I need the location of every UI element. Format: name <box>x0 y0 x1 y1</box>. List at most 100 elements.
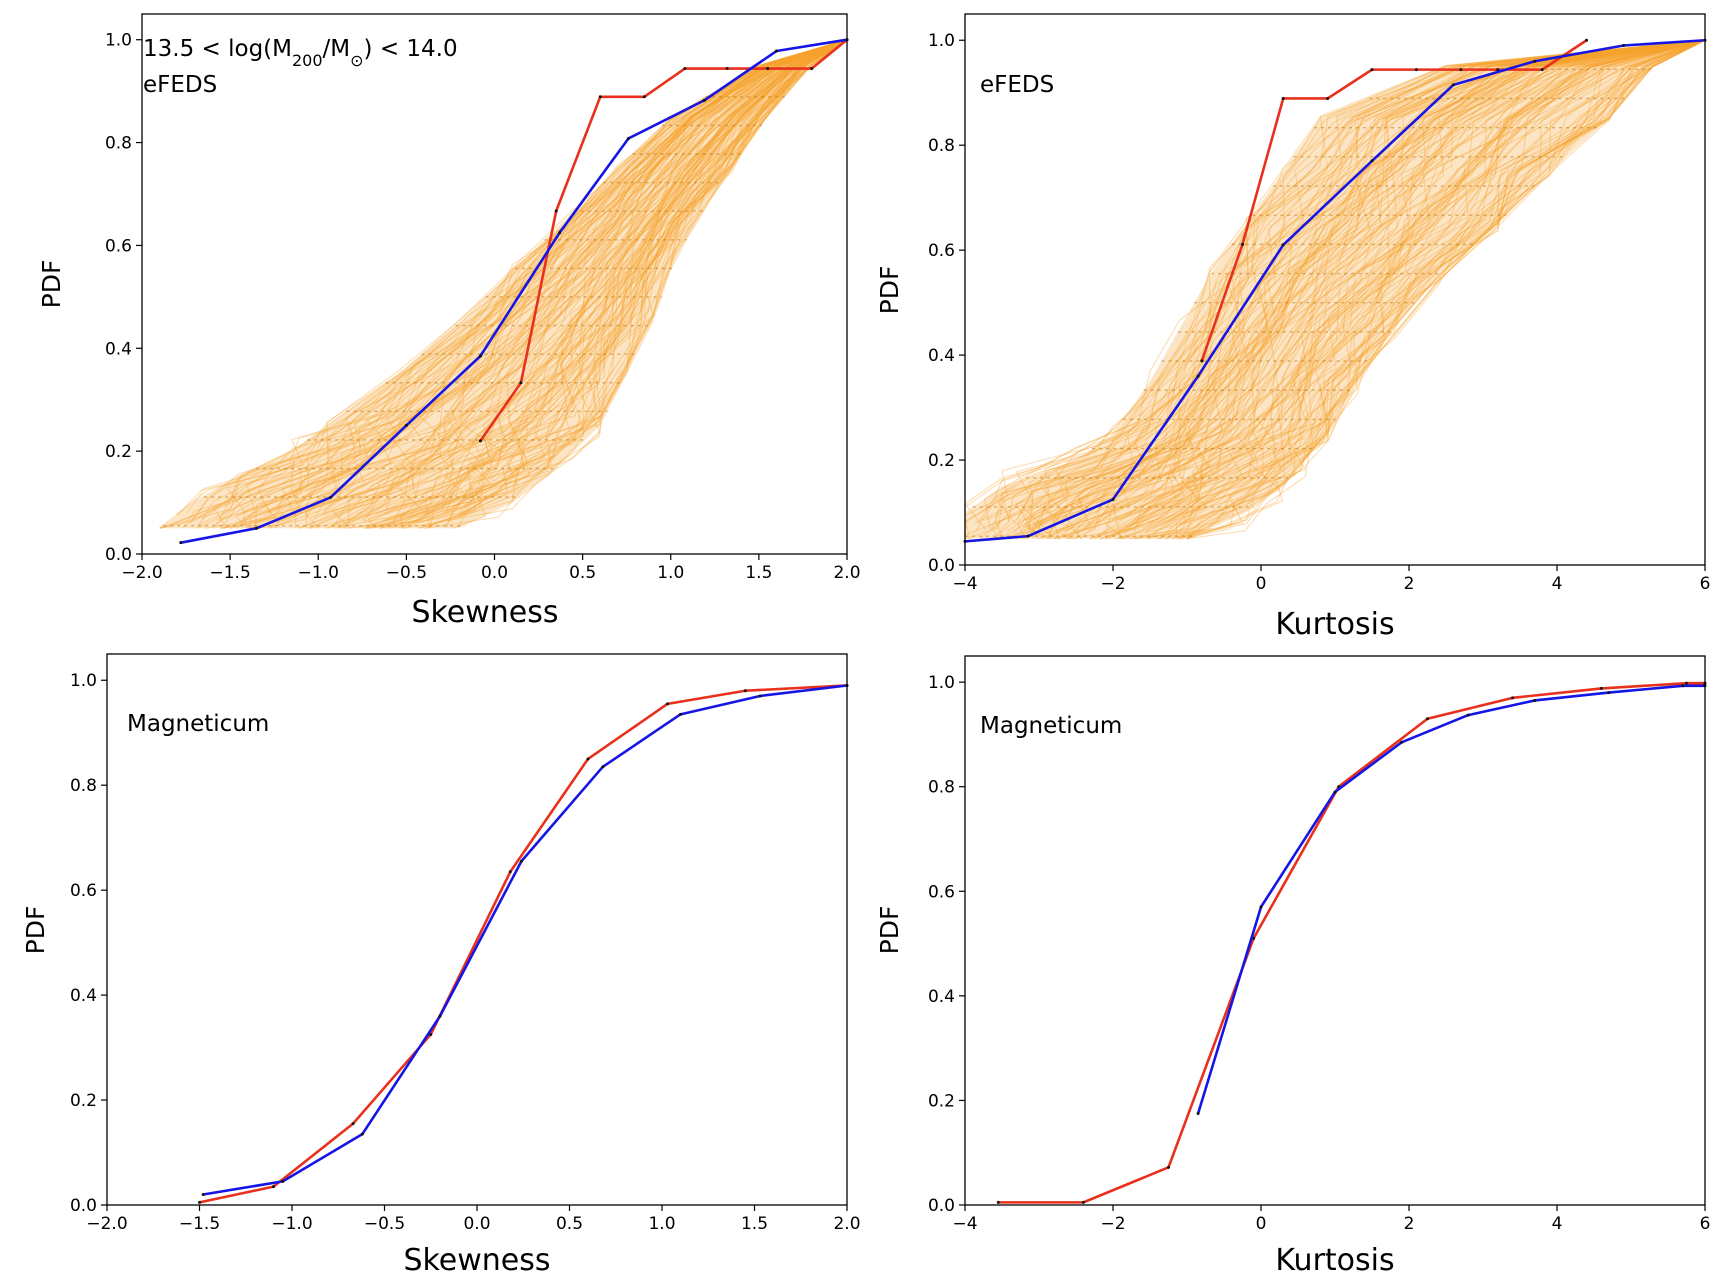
realization-curve <box>1117 39 1706 539</box>
realization-curve <box>390 39 848 529</box>
realization-curve <box>1153 39 1706 529</box>
realization-curve <box>966 39 1706 535</box>
realization-curve <box>1107 39 1706 540</box>
realization-curve <box>395 39 848 517</box>
observed-point <box>478 439 482 443</box>
realization-curve <box>273 39 848 529</box>
realization-curve <box>1147 39 1706 528</box>
observed-line <box>998 681 1705 1204</box>
x-tick-label: 0 <box>1256 574 1267 594</box>
x-tick-label: 0.0 <box>463 1214 490 1234</box>
realization-curve <box>1178 39 1706 535</box>
x-tick-label: 0 <box>1256 1214 1267 1234</box>
observed-point <box>1426 717 1429 721</box>
realization-curve <box>1093 39 1706 540</box>
x-tick-label: −2.0 <box>121 563 162 583</box>
realization-curve <box>1103 39 1706 540</box>
panel-kurtosis-magneticum: −4 −2 0 2 4 6 0.0 0.2 0.4 0.6 0.8 1.0 Magneticum Ku… <box>875 655 1710 1272</box>
realization-curve <box>458 39 848 516</box>
realization-curve <box>364 39 848 529</box>
realization-curve <box>1186 39 1706 540</box>
realization-curve <box>1164 39 1706 540</box>
realization-curve <box>238 39 848 516</box>
observed-point <box>1540 68 1544 72</box>
x-tick-label: 6 <box>1700 574 1711 594</box>
realization-curve <box>1029 39 1706 537</box>
realization-curve <box>308 39 848 529</box>
observed-point <box>743 689 747 693</box>
realization-curve <box>1032 39 1706 540</box>
realization-curve <box>1131 39 1706 522</box>
realization-curve <box>323 39 848 517</box>
realization-curve <box>983 39 1706 525</box>
x-tick-label: −1.0 <box>271 1214 312 1234</box>
realization-curve <box>1112 39 1706 531</box>
realization-curve <box>290 39 848 514</box>
model-point <box>1281 243 1285 247</box>
y-tick-label: 1.0 <box>928 31 955 51</box>
realization-curve <box>419 39 848 529</box>
x-tick-label: 4 <box>1552 574 1563 594</box>
observed-point <box>996 1200 1000 1204</box>
realization-curve <box>1147 39 1706 540</box>
mass-range-sub-200: 200 <box>292 51 323 70</box>
realization-curve <box>1031 39 1706 539</box>
realization-curve <box>453 39 848 518</box>
realization-curve <box>331 39 848 513</box>
model-point <box>1026 534 1030 538</box>
realization-curve <box>998 39 1706 540</box>
realization-curve <box>254 39 848 529</box>
realization-curve <box>1186 39 1706 540</box>
observed-point <box>1370 68 1374 72</box>
realization-curve <box>1132 39 1706 540</box>
y-tick-label: 0.0 <box>928 1196 955 1216</box>
realization-curve <box>1016 39 1706 540</box>
realization-curve <box>337 39 848 529</box>
realization-curve <box>1090 39 1706 532</box>
realization-curve <box>342 39 848 529</box>
realization-curve <box>1129 39 1706 540</box>
x-tick-label: −2.0 <box>86 1214 127 1234</box>
model-point <box>1681 684 1685 688</box>
dataset-annotation: Magneticum <box>127 711 269 737</box>
realization-curve <box>1007 39 1706 522</box>
observed-point <box>725 67 729 71</box>
realization-curve <box>417 39 848 529</box>
realization-curve <box>1057 39 1706 540</box>
y-tick-label: 0.0 <box>70 1196 97 1216</box>
realization-curve <box>1038 39 1706 527</box>
realization-curve <box>202 39 848 520</box>
realization-curve <box>1001 39 1706 538</box>
realization-curve <box>323 39 848 513</box>
realization-curve <box>1178 39 1706 540</box>
x-tick-label: 0.0 <box>481 563 508 583</box>
observed-point <box>1459 68 1463 72</box>
realization-curve <box>993 39 1706 540</box>
realization-curve <box>445 39 848 529</box>
realization-curve <box>1178 39 1706 540</box>
realization-curve <box>424 39 848 514</box>
realization-curve <box>1178 39 1706 527</box>
observed-point <box>429 1032 433 1036</box>
realization-curve <box>413 39 848 523</box>
observed-point <box>1511 696 1515 700</box>
x-tick-label: −0.5 <box>364 1214 405 1234</box>
realization-curve <box>294 39 848 529</box>
realization-curve <box>239 39 848 522</box>
realization-curve <box>1159 39 1706 540</box>
model-point <box>179 541 183 545</box>
realization-curve <box>1095 39 1706 524</box>
observed-point <box>642 95 646 99</box>
realization-curve <box>975 39 1706 524</box>
realization-band <box>964 39 1706 540</box>
y-tick-label: 0.8 <box>105 134 132 154</box>
realization-curve <box>1015 39 1706 531</box>
realization-curve <box>268 39 848 513</box>
y-tick-label: 0.6 <box>928 882 955 902</box>
realization-curve <box>385 39 848 511</box>
mass-range-mid: /M <box>323 36 351 62</box>
realization-curve <box>190 39 848 523</box>
realization-curve <box>262 39 848 517</box>
y-tick-label: 0.8 <box>70 776 97 796</box>
